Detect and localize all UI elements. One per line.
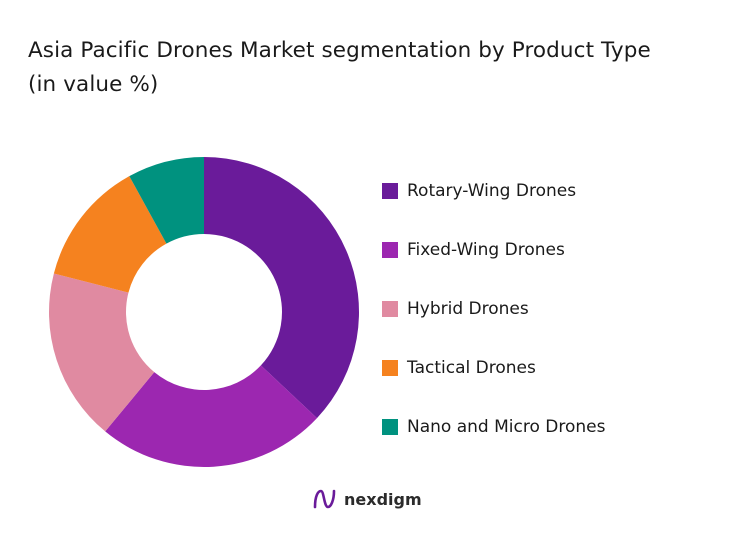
legend-item-hybrid: Hybrid Drones bbox=[382, 294, 605, 324]
legend-label: Nano and Micro Drones bbox=[407, 417, 606, 437]
legend-swatch bbox=[382, 242, 398, 258]
legend-swatch bbox=[382, 419, 398, 435]
chart-title-line-1: Asia Pacific Drones Market segmentation … bbox=[28, 38, 651, 64]
donut-slice-hybrid-drones bbox=[49, 273, 155, 432]
brand-name: nexdigm bbox=[344, 489, 422, 509]
legend-label: Fixed-Wing Drones bbox=[407, 240, 565, 260]
legend-swatch bbox=[382, 360, 398, 376]
legend-item-nano-micro: Nano and Micro Drones bbox=[382, 412, 605, 442]
donut-slice-tactical-drones bbox=[53, 176, 167, 293]
legend-item-fixed-wing: Fixed-Wing Drones bbox=[382, 235, 605, 265]
legend-item-rotary-wing: Rotary-Wing Drones bbox=[382, 176, 605, 206]
nexdigm-logo-icon bbox=[313, 489, 336, 509]
donut-slice-rotary-wing-drones bbox=[204, 157, 359, 419]
chart-legend: Rotary-Wing Drones Fixed-Wing Drones Hyb… bbox=[382, 176, 605, 471]
legend-swatch bbox=[382, 301, 398, 317]
chart-title-line-2: (in value %) bbox=[28, 72, 159, 98]
donut-slice-nano-and-micro-drones bbox=[129, 157, 204, 244]
legend-swatch bbox=[382, 183, 398, 199]
chart-title: Asia Pacific Drones Market segmentation … bbox=[28, 34, 728, 102]
brand-footer: nexdigm bbox=[312, 488, 422, 510]
legend-label: Hybrid Drones bbox=[407, 299, 529, 319]
legend-item-tactical: Tactical Drones bbox=[382, 353, 605, 383]
donut-slice-fixed-wing-drones bbox=[105, 365, 317, 467]
legend-label: Tactical Drones bbox=[407, 358, 536, 378]
legend-label: Rotary-Wing Drones bbox=[407, 181, 577, 201]
